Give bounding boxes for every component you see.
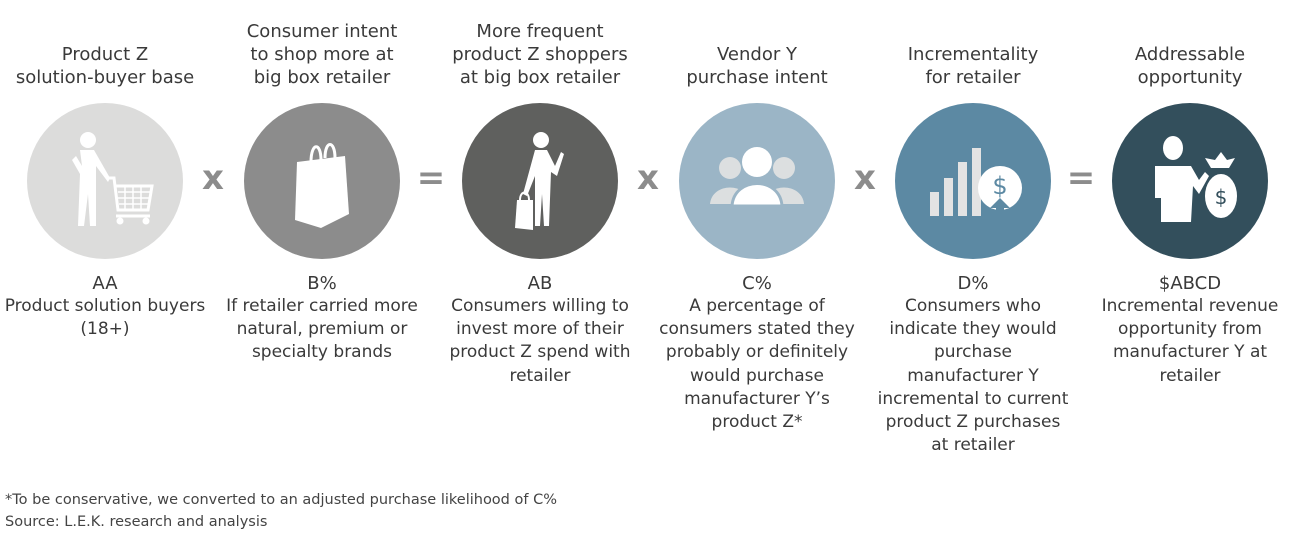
step-circle: $ xyxy=(1112,103,1268,259)
step-value: AA xyxy=(92,273,118,294)
step-description: Product solution buyers (18+) xyxy=(4,296,206,340)
step-product-z-base: Product Z solution-buyer base AA Product… xyxy=(0,0,213,546)
step-description: Consumers who indicate they would purcha… xyxy=(877,296,1069,456)
step-value: $ABCD xyxy=(1158,273,1222,294)
step-description: Consumers willing to invest more of thei… xyxy=(449,296,631,386)
shopper-with-cart-icon xyxy=(72,132,154,226)
person-with-bag-icon xyxy=(515,132,564,230)
step-value: B% xyxy=(307,273,337,294)
step-title: Consumer intent to shop more at big box … xyxy=(246,21,398,88)
step-consumer-intent: Consumer intent to shop more at big box … xyxy=(214,0,430,546)
svg-text:$: $ xyxy=(992,172,1007,200)
step-title: Addressable opportunity xyxy=(1134,44,1246,88)
step-circle: $ xyxy=(895,103,1051,259)
source-note: Source: L.E.K. research and analysis xyxy=(5,514,268,530)
multiply-operator: x xyxy=(854,158,876,198)
step-circle xyxy=(679,103,835,259)
step-description: If retailer carried more natural, premiu… xyxy=(226,296,418,363)
multiply-operator: x xyxy=(202,158,224,198)
step-circle xyxy=(27,103,183,259)
multiply-operator: x xyxy=(637,158,659,198)
step-title: More frequent product Z shoppers at big … xyxy=(452,21,628,88)
step-title: Incrementality for retailer xyxy=(907,44,1039,88)
bar-chart-dollar-icon: $ xyxy=(930,148,1022,216)
step-title: Product Z solution-buyer base xyxy=(15,44,195,88)
footnote: *To be conservative, we converted to an … xyxy=(5,492,557,508)
step-description: A percentage of consumers stated they pr… xyxy=(659,296,855,433)
step-vendor-intent: Vendor Y purchase intent C% A percentage… xyxy=(649,0,865,546)
step-incrementality: Incrementality for retailer $ D% Consume… xyxy=(865,0,1081,546)
step-value: D% xyxy=(957,273,989,294)
step-circle xyxy=(244,103,400,259)
svg-text:$: $ xyxy=(1215,185,1228,209)
businessman-money-bag-icon: $ xyxy=(1155,136,1237,222)
step-value: C% xyxy=(742,273,772,294)
step-value: AB xyxy=(527,273,553,294)
step-addressable-opportunity: Addressable opportunity $ $ABCD Incremen… xyxy=(1082,0,1298,546)
group-of-people-icon xyxy=(710,147,804,208)
shopping-bag-icon xyxy=(295,143,349,228)
step-description: Incremental revenue opportunity from man… xyxy=(1101,296,1279,386)
step-circle xyxy=(462,103,618,259)
equals-operator: = xyxy=(416,158,446,198)
step-title: Vendor Y purchase intent xyxy=(686,44,828,88)
step-frequent-shoppers: More frequent product Z shoppers at big … xyxy=(432,0,648,546)
equals-operator: = xyxy=(1066,158,1096,198)
